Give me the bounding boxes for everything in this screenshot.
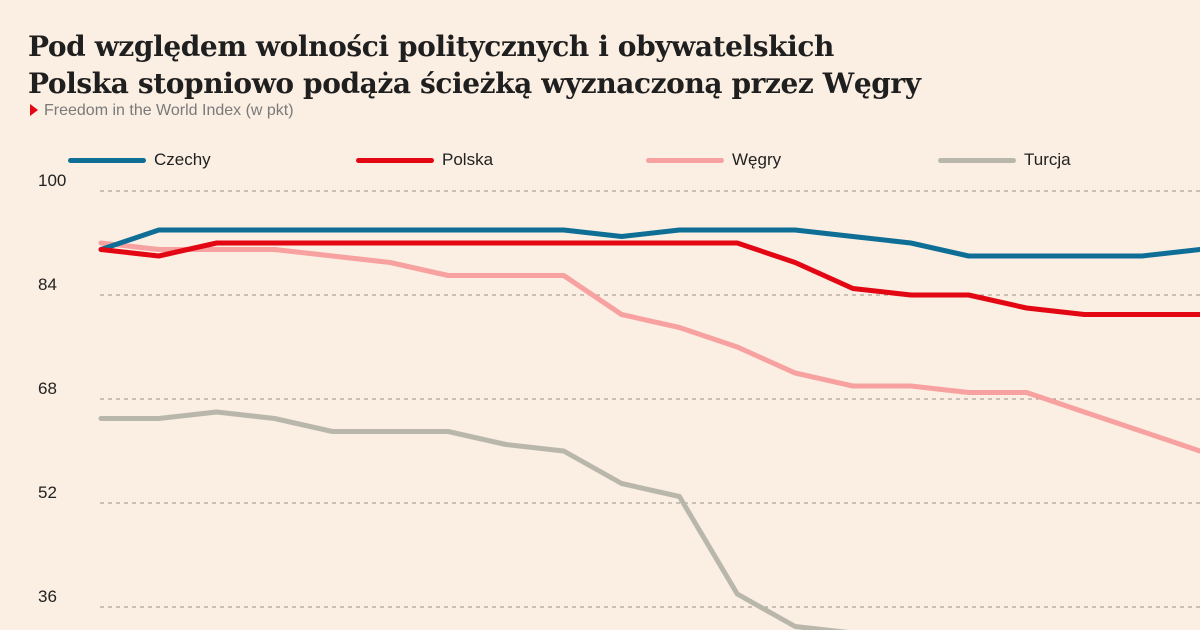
chart-title-line-2: Polska stopniowo podąża ścieżką wyznaczo…: [28, 67, 921, 100]
legend-label-czechy: Czechy: [154, 150, 211, 169]
y-tick-label: 52: [38, 483, 57, 502]
legend-label-wegry: Węgry: [732, 150, 782, 169]
legend: Czechy Polska Węgry Turcja: [0, 150, 1200, 174]
chart-subtitle-text: Freedom in the World Index (w pkt): [44, 102, 294, 119]
series-line-wegry: [98, 240, 1200, 454]
series-lines: [98, 227, 1200, 630]
y-tick-label: 100: [38, 171, 66, 190]
y-tick-label: 36: [38, 587, 57, 606]
chart-title-line-1: Pod względem wolności politycznych i oby…: [28, 30, 834, 63]
play-arrow-icon: [30, 104, 38, 116]
series-line-polska: [98, 240, 1200, 317]
legend-item-wegry: Węgry: [646, 150, 781, 170]
legend-item-turcja: Turcja: [938, 150, 1071, 170]
legend-swatch-polska: [356, 157, 434, 163]
legend-label-turcja: Turcja: [1024, 150, 1071, 169]
y-tick-label: 84: [38, 275, 57, 294]
chart-title: Pod względem wolności politycznych i oby…: [28, 28, 921, 102]
legend-swatch-turcja: [938, 157, 1016, 163]
legend-item-czechy: Czechy: [68, 150, 211, 170]
legend-swatch-wegry: [646, 157, 724, 163]
chart-subtitle: Freedom in the World Index (w pkt): [30, 102, 294, 120]
series-line-czechy: [98, 227, 1200, 259]
y-tick-label: 68: [38, 379, 57, 398]
legend-label-polska: Polska: [442, 150, 494, 169]
legend-swatch-czechy: [68, 157, 146, 163]
gridlines: [100, 190, 1200, 608]
legend-item-polska: Polska: [356, 150, 493, 170]
y-axis-ticks: 100 84 68 52 36: [38, 171, 66, 606]
series-line-turcja: [98, 409, 849, 630]
